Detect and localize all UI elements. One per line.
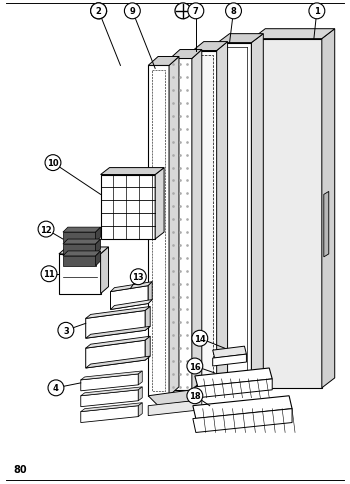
Polygon shape [63, 233, 96, 242]
Polygon shape [111, 286, 148, 310]
Circle shape [91, 4, 106, 20]
Polygon shape [81, 403, 142, 412]
Polygon shape [195, 368, 272, 387]
Polygon shape [100, 247, 108, 294]
Text: 16: 16 [189, 362, 201, 371]
Circle shape [124, 4, 140, 20]
Text: 3: 3 [63, 326, 69, 335]
Polygon shape [148, 390, 202, 406]
Polygon shape [148, 282, 152, 304]
Polygon shape [213, 354, 246, 366]
Polygon shape [100, 175, 155, 240]
Circle shape [309, 4, 325, 20]
Polygon shape [63, 251, 100, 257]
Circle shape [187, 388, 203, 404]
Polygon shape [193, 409, 292, 433]
Polygon shape [193, 396, 292, 419]
Polygon shape [218, 44, 251, 383]
Polygon shape [96, 240, 100, 255]
Polygon shape [86, 341, 145, 368]
Polygon shape [148, 58, 179, 66]
Polygon shape [218, 34, 263, 44]
Polygon shape [96, 227, 100, 242]
Polygon shape [138, 403, 142, 417]
Polygon shape [86, 307, 150, 319]
Text: 8: 8 [231, 7, 236, 16]
Polygon shape [170, 50, 202, 60]
Text: 4: 4 [53, 383, 59, 393]
Text: 1: 1 [314, 7, 320, 16]
Polygon shape [86, 336, 150, 348]
Polygon shape [96, 251, 100, 266]
Text: 12: 12 [40, 225, 52, 234]
Polygon shape [100, 168, 164, 175]
Polygon shape [63, 244, 96, 255]
Polygon shape [193, 43, 228, 51]
Polygon shape [81, 390, 138, 407]
Polygon shape [197, 56, 213, 381]
Polygon shape [59, 247, 108, 255]
Circle shape [41, 266, 57, 282]
Polygon shape [81, 374, 138, 391]
Polygon shape [217, 43, 228, 386]
Circle shape [38, 222, 54, 238]
Polygon shape [63, 227, 100, 233]
Circle shape [45, 155, 61, 171]
Polygon shape [138, 371, 142, 385]
Text: 13: 13 [133, 272, 144, 282]
Text: 7: 7 [193, 7, 199, 16]
Text: 9: 9 [130, 7, 135, 16]
Circle shape [58, 323, 74, 338]
Polygon shape [63, 240, 100, 244]
Polygon shape [155, 168, 164, 240]
Polygon shape [148, 400, 202, 416]
Circle shape [187, 358, 203, 374]
Polygon shape [148, 66, 169, 396]
Circle shape [91, 4, 106, 20]
Polygon shape [192, 50, 202, 390]
Polygon shape [86, 311, 145, 338]
Polygon shape [251, 34, 263, 383]
Polygon shape [81, 371, 142, 380]
Polygon shape [322, 30, 335, 388]
Polygon shape [63, 257, 96, 266]
Polygon shape [252, 40, 322, 388]
Text: 10: 10 [47, 159, 59, 168]
Polygon shape [59, 255, 100, 294]
Text: 18: 18 [189, 392, 201, 400]
Polygon shape [145, 307, 150, 331]
Polygon shape [324, 192, 329, 257]
Text: 2: 2 [96, 7, 102, 16]
Polygon shape [193, 51, 217, 386]
Circle shape [192, 331, 208, 347]
Polygon shape [145, 336, 150, 360]
Polygon shape [252, 30, 335, 40]
Polygon shape [86, 327, 150, 338]
Polygon shape [86, 356, 150, 368]
Polygon shape [195, 379, 272, 398]
Circle shape [226, 4, 241, 20]
Circle shape [175, 4, 191, 20]
Circle shape [188, 4, 204, 20]
Polygon shape [170, 60, 192, 390]
Text: 80: 80 [13, 464, 27, 474]
Circle shape [48, 380, 64, 396]
Text: 14: 14 [194, 334, 206, 343]
Polygon shape [138, 387, 142, 401]
Text: 11: 11 [43, 270, 55, 279]
Polygon shape [213, 347, 246, 358]
Polygon shape [169, 58, 179, 396]
Polygon shape [111, 282, 152, 292]
Polygon shape [81, 406, 138, 423]
Polygon shape [81, 387, 142, 396]
Circle shape [130, 269, 146, 285]
Polygon shape [111, 300, 152, 310]
